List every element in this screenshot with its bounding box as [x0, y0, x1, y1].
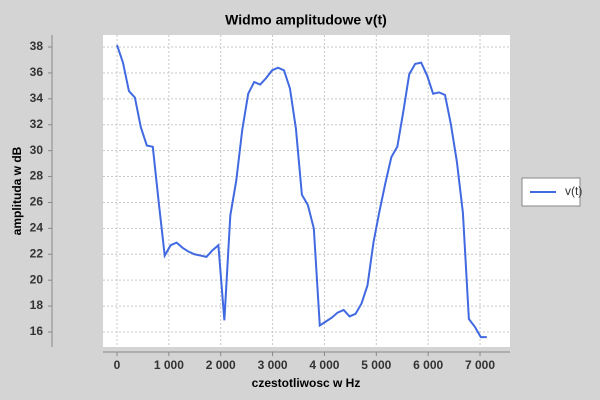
x-tick-label: 5 000	[361, 358, 391, 372]
data-line	[116, 44, 487, 339]
y-tick-label: 22	[30, 246, 44, 260]
x-tick-label: 1 000	[154, 358, 184, 372]
x-axis-title: czestotliwosc w Hz	[252, 376, 361, 390]
x-tick-label: 4 000	[309, 358, 339, 372]
y-tick-label: 26	[30, 195, 44, 209]
y-tick-label: 36	[30, 65, 44, 79]
y-tick-label: 16	[30, 324, 44, 338]
chart-title: Widmo amplitudowe v(t)	[225, 12, 387, 28]
x-tick-label: 2 000	[206, 358, 236, 372]
x-tick-label: 3 000	[258, 358, 288, 372]
x-tick-label: 6 000	[413, 358, 443, 372]
y-tick-label: 38	[30, 39, 44, 53]
y-tick-label: 34	[30, 91, 44, 105]
legend-label: v(t)	[565, 184, 582, 198]
y-tick-label: 28	[30, 169, 44, 183]
y-axis-title: amplituda w dB	[10, 146, 24, 235]
y-tick-label: 20	[30, 272, 44, 286]
y-tick-label: 32	[30, 117, 44, 131]
y-tick-label: 30	[30, 143, 44, 157]
y-tick-label: 24	[30, 221, 44, 235]
x-tick-label: 7 000	[465, 358, 495, 372]
x-tick-label: 0	[114, 358, 121, 372]
plot-area	[103, 35, 510, 347]
y-tick-label: 18	[30, 298, 44, 312]
